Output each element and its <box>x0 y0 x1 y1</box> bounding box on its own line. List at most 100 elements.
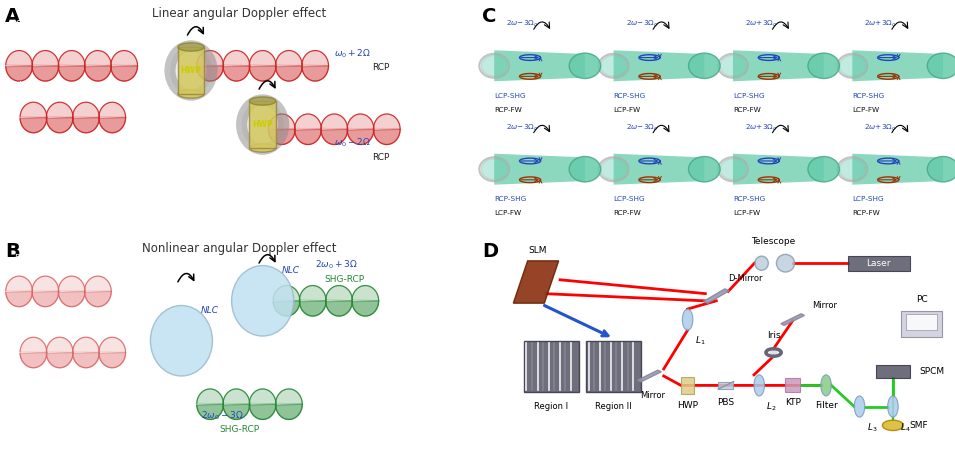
Text: $L_2$: $L_2$ <box>766 400 776 413</box>
Text: SMF: SMF <box>909 421 928 430</box>
Text: LCP-FW: LCP-FW <box>852 107 880 113</box>
Text: D: D <box>482 242 499 261</box>
Polygon shape <box>47 102 73 118</box>
Polygon shape <box>73 337 99 352</box>
Text: Filter: Filter <box>815 400 838 410</box>
Polygon shape <box>85 276 111 291</box>
Polygon shape <box>268 129 295 144</box>
Polygon shape <box>85 51 111 66</box>
FancyBboxPatch shape <box>906 314 937 330</box>
Text: RCP-SHG: RCP-SHG <box>852 93 884 99</box>
Polygon shape <box>495 154 584 185</box>
Polygon shape <box>852 50 944 81</box>
Polygon shape <box>348 129 374 144</box>
Text: $2\omega_0 + 3\Omega$: $2\omega_0 + 3\Omega$ <box>315 259 358 271</box>
Text: LCP: LCP <box>10 20 28 30</box>
Ellipse shape <box>151 306 212 376</box>
Text: RCP-FW: RCP-FW <box>733 107 761 113</box>
Polygon shape <box>352 286 378 301</box>
Polygon shape <box>197 404 223 419</box>
Text: HWP: HWP <box>180 66 202 75</box>
Polygon shape <box>85 291 111 306</box>
Polygon shape <box>6 291 32 306</box>
Ellipse shape <box>927 53 955 78</box>
Text: LCP-SHG: LCP-SHG <box>852 196 884 202</box>
Ellipse shape <box>481 159 507 180</box>
Polygon shape <box>321 129 348 144</box>
Polygon shape <box>73 102 99 118</box>
Text: Linear angular Doppler effect: Linear angular Doppler effect <box>152 7 326 20</box>
Ellipse shape <box>839 159 865 180</box>
FancyBboxPatch shape <box>848 256 909 271</box>
Text: LCP-SHG: LCP-SHG <box>733 93 765 99</box>
Ellipse shape <box>753 375 765 396</box>
Polygon shape <box>614 50 705 81</box>
Polygon shape <box>276 389 302 404</box>
FancyBboxPatch shape <box>524 341 579 392</box>
FancyBboxPatch shape <box>786 378 800 392</box>
Text: PBS: PBS <box>717 399 734 407</box>
Ellipse shape <box>808 53 839 78</box>
Text: A: A <box>5 7 20 26</box>
Text: $\omega_0 + 2\Omega$: $\omega_0 + 2\Omega$ <box>334 47 371 60</box>
Text: RCP-FW: RCP-FW <box>614 211 642 216</box>
FancyBboxPatch shape <box>902 312 942 337</box>
Polygon shape <box>32 51 59 66</box>
Text: LCP-SHG: LCP-SHG <box>614 196 646 202</box>
Text: SPCM: SPCM <box>919 367 944 376</box>
Polygon shape <box>58 291 85 306</box>
Ellipse shape <box>601 55 626 76</box>
Polygon shape <box>373 129 400 144</box>
Polygon shape <box>58 276 85 291</box>
Text: B: B <box>5 242 19 261</box>
Text: NLC: NLC <box>201 306 219 314</box>
Polygon shape <box>495 50 584 81</box>
Polygon shape <box>300 286 327 301</box>
Text: LCP-FW: LCP-FW <box>614 107 641 113</box>
Polygon shape <box>733 154 823 185</box>
Ellipse shape <box>776 254 795 272</box>
Text: Laser: Laser <box>866 258 891 268</box>
Ellipse shape <box>178 90 204 98</box>
Text: $2\omega\!+\!3\Omega_o$: $2\omega\!+\!3\Omega_o$ <box>864 19 897 29</box>
Polygon shape <box>223 389 250 404</box>
Polygon shape <box>276 66 302 81</box>
Ellipse shape <box>808 157 839 182</box>
Ellipse shape <box>178 43 204 51</box>
Polygon shape <box>111 51 138 66</box>
Ellipse shape <box>720 55 746 76</box>
Text: D-Mirror: D-Mirror <box>728 274 762 283</box>
Polygon shape <box>276 51 302 66</box>
Polygon shape <box>373 114 400 129</box>
Polygon shape <box>352 301 378 316</box>
Text: $\omega_0 - 2\Omega$: $\omega_0 - 2\Omega$ <box>334 137 371 149</box>
Ellipse shape <box>839 55 865 76</box>
Text: NLC: NLC <box>282 266 300 274</box>
Polygon shape <box>6 51 32 66</box>
Polygon shape <box>273 301 300 316</box>
Text: $2\omega\!-\!3\Omega_o$: $2\omega\!-\!3\Omega_o$ <box>506 123 539 133</box>
Polygon shape <box>638 370 661 382</box>
FancyBboxPatch shape <box>877 365 909 378</box>
Polygon shape <box>178 47 204 94</box>
Polygon shape <box>47 337 73 352</box>
Polygon shape <box>6 66 32 81</box>
Polygon shape <box>348 114 374 129</box>
Ellipse shape <box>888 396 899 417</box>
Polygon shape <box>47 352 73 368</box>
Text: $L_4$: $L_4$ <box>900 422 911 434</box>
Ellipse shape <box>242 100 284 149</box>
Text: HWP: HWP <box>252 120 273 129</box>
Text: FW-LCP: FW-LCP <box>14 254 48 263</box>
Ellipse shape <box>755 256 768 270</box>
Polygon shape <box>197 66 223 81</box>
Polygon shape <box>295 129 321 144</box>
Text: Nonlinear angular Doppler effect: Nonlinear angular Doppler effect <box>141 242 336 255</box>
Text: RCP-SHG: RCP-SHG <box>495 196 526 202</box>
Text: Mirror: Mirror <box>812 301 837 310</box>
Polygon shape <box>32 66 59 81</box>
Ellipse shape <box>249 97 276 105</box>
Text: RCP-SHG: RCP-SHG <box>614 93 646 99</box>
Text: KTP: KTP <box>785 399 800 407</box>
Text: $2\omega\!-\!3\Omega_o$: $2\omega\!-\!3\Omega_o$ <box>626 123 658 133</box>
